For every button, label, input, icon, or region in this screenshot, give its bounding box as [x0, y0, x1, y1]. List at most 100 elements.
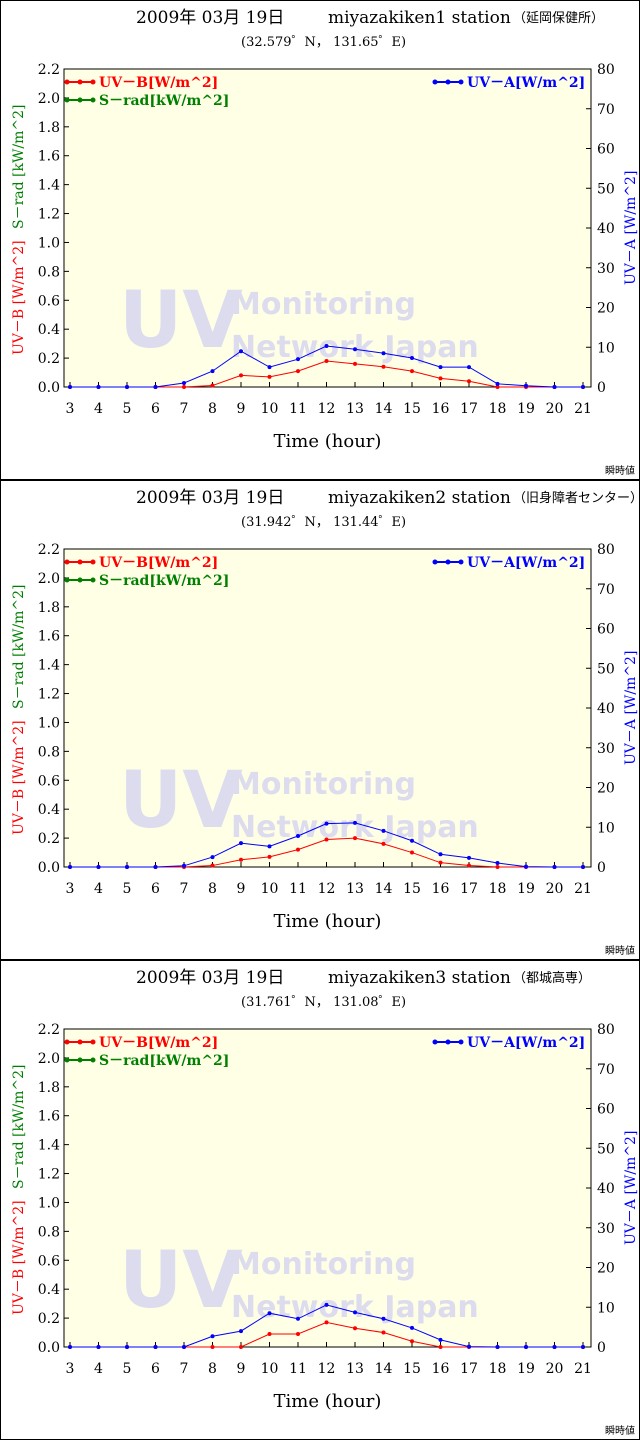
data-point-right [153, 1345, 158, 1349]
watermark-uv: UV [119, 1236, 243, 1326]
y-left-tick-label: 1.2 [38, 1167, 60, 1183]
legend-srad-marker [77, 1057, 83, 1063]
x-tick-label: 3 [66, 1361, 75, 1377]
legend-uva-label: UV－A[W/m^2] [467, 75, 585, 91]
y-left-tick-label: 1.8 [38, 120, 60, 136]
y-left-tick-label: 0.0 [38, 1340, 60, 1356]
data-point-right [296, 1316, 300, 1321]
data-point-right [438, 852, 443, 857]
data-point-right [524, 383, 528, 388]
x-tick-label: 5 [123, 881, 132, 897]
y-left-label-uvb: UV－B [W/m^2] [11, 720, 27, 835]
data-point-left [353, 361, 357, 366]
x-tick-label: 3 [66, 881, 75, 897]
y-left-label-uvb: UV－B [W/m^2] [11, 240, 27, 355]
data-point-right [324, 821, 329, 826]
y-left-label-srad: S－rad [kW/m^2] [11, 105, 27, 229]
legend-uva-marker [445, 79, 451, 85]
y-left-tick-label: 1.8 [38, 1080, 60, 1096]
y-left-tick-label: 0.8 [38, 1224, 60, 1240]
data-point-left [353, 1326, 357, 1331]
y-right-label-uva: UV－A [W/m^2] [623, 171, 639, 285]
y-left-tick-label: 1.4 [38, 178, 60, 194]
data-point-right [267, 844, 272, 849]
y-right-tick-label: 80 [597, 1022, 615, 1038]
y-right-tick-label: 60 [597, 142, 615, 158]
legend-uva-marker [445, 1039, 451, 1045]
data-point-left [239, 373, 243, 378]
x-tick-label: 14 [375, 881, 393, 897]
y-left-tick-label: 2.0 [38, 571, 60, 587]
x-tick-label: 16 [432, 1361, 450, 1377]
plot-area [63, 548, 592, 868]
data-point-right [581, 1345, 585, 1349]
legend-uva-marker [445, 559, 451, 565]
chart-panel-1: 2009年 03月 19日 miyazakiken1 station （延岡保健所）… [0, 0, 640, 480]
x-tick-label: 4 [94, 881, 103, 897]
x-tick-label: 13 [346, 881, 364, 897]
data-point-right [125, 865, 129, 869]
x-axis-label: Time (hour) [274, 1391, 382, 1412]
x-axis-label: Time (hour) [274, 431, 382, 452]
x-axis-label: Time (hour) [274, 911, 382, 932]
watermark-monitoring: Monitoring [231, 767, 416, 802]
y-left-tick-label: 2.0 [38, 1051, 60, 1067]
data-point-right [239, 349, 243, 354]
data-point-right [125, 385, 129, 389]
y-left-tick-label: 0.4 [38, 322, 60, 338]
y-right-tick-label: 0 [597, 380, 606, 396]
data-point-left [182, 385, 186, 389]
data-point-right [267, 365, 272, 370]
x-tick-label: 17 [460, 401, 478, 417]
data-point-right [410, 355, 414, 360]
y-left-tick-label: 1.6 [38, 629, 60, 645]
y-left-tick-label: 0.2 [38, 831, 60, 847]
x-tick-label: 19 [517, 401, 535, 417]
y-right-tick-label: 0 [597, 860, 606, 876]
legend-uvb-label: UV－B[W/m^2] [99, 75, 218, 91]
y-left-tick-label: 0.0 [38, 380, 60, 396]
y-right-tick-label: 70 [597, 582, 615, 598]
chart-svg-3: 2009年 03月 19日 miyazakiken3 station （都城高専） (… [11, 968, 639, 1437]
data-point-left [467, 863, 471, 868]
legend-srad-label: S－rad[kW/m^2] [99, 1053, 229, 1069]
x-tick-label: 8 [208, 881, 217, 897]
legend-uvb-marker [90, 1039, 96, 1045]
data-point-right [495, 861, 500, 866]
legend-srad-label: S－rad[kW/m^2] [99, 573, 229, 589]
y-left-tick-label: 0.2 [38, 1311, 60, 1327]
legend-srad-marker [64, 577, 70, 583]
x-tick-label: 19 [517, 1361, 535, 1377]
y-left-tick-label: 1.2 [38, 687, 60, 703]
data-point-left [495, 385, 500, 389]
data-point-right [68, 1345, 72, 1349]
data-point-right [182, 863, 186, 868]
y-left-label-uvb: UV－B [W/m^2] [11, 1200, 27, 1315]
data-point-right [552, 385, 557, 389]
data-point-right [495, 1345, 500, 1349]
plot-area [63, 68, 592, 388]
y-left-tick-label: 0.6 [38, 773, 60, 789]
corner-label: 瞬時値 [605, 944, 635, 957]
y-right-tick-label: 30 [597, 741, 615, 757]
coordinates: (32.579゜N， 131.65゜E) [241, 35, 406, 50]
coordinates: (31.761゜N， 131.08゜E) [241, 995, 406, 1010]
watermark-monitoring: Monitoring [231, 1247, 416, 1282]
x-tick-label: 21 [574, 881, 592, 897]
data-point-left [239, 857, 243, 862]
legend-srad-marker [64, 97, 70, 103]
data-point-right [467, 1344, 471, 1349]
y-right-tick-label: 10 [597, 820, 615, 836]
y-left-tick-label: 1.4 [38, 658, 60, 674]
x-tick-label: 8 [208, 401, 217, 417]
y-right-tick-label: 10 [597, 1300, 615, 1316]
data-point-right [210, 1334, 215, 1339]
data-point-left [267, 854, 272, 859]
y-left-tick-label: 0.4 [38, 802, 60, 818]
data-point-right [410, 838, 414, 843]
y-left-tick-label: 2.2 [38, 62, 60, 78]
data-point-left [210, 1345, 215, 1349]
x-tick-label: 18 [489, 1361, 507, 1377]
x-tick-label: 6 [151, 401, 160, 417]
data-point-right [96, 385, 101, 389]
